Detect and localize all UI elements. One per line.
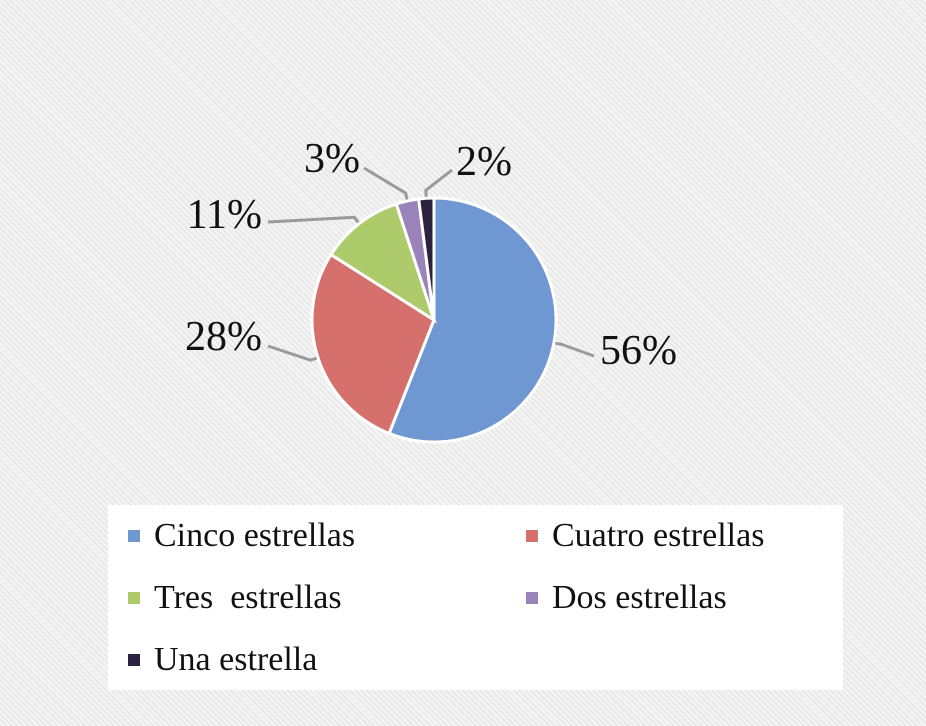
- legend-item-dos: Dos estrellas: [526, 579, 727, 617]
- pie-slice-cuatro: [310, 252, 436, 436]
- data-label-dos: 3%: [304, 136, 360, 182]
- legend-swatch: [526, 530, 538, 542]
- legend-label: Tres estrellas: [154, 579, 342, 616]
- leader-line-tres: [267, 215, 361, 225]
- legend-item-cinco: Cinco estrellas: [128, 517, 355, 555]
- legend-swatch: [128, 654, 140, 666]
- legend-swatch: [526, 592, 538, 604]
- data-label-cuatro: 28%: [185, 314, 262, 360]
- chart-legend: Cinco estrellas Cuatro estrellas Tres es…: [108, 505, 843, 690]
- data-label-cinco: 56%: [600, 328, 677, 374]
- leader-line-dos: [363, 166, 409, 202]
- leader-line-una: [424, 168, 453, 199]
- pie-slice-cinco: [387, 196, 558, 444]
- data-label-una: 2%: [456, 139, 512, 185]
- data-label-tres: 11%: [187, 192, 262, 238]
- legend-label: Dos estrellas: [552, 579, 727, 616]
- legend-label: Cuatro estrellas: [552, 517, 765, 554]
- legend-label: Cinco estrellas: [154, 517, 356, 554]
- pie-slice-una: [417, 196, 436, 321]
- legend-swatch: [128, 592, 140, 604]
- legend-item-una: Una estrella: [128, 641, 317, 679]
- leader-line-cinco: [553, 341, 595, 358]
- legend-item-cuatro: Cuatro estrellas: [526, 517, 764, 555]
- legend-item-tres: Tres estrellas: [128, 579, 342, 617]
- leader-line-cuatro: [267, 344, 319, 362]
- pie-slice-tres: [328, 202, 437, 324]
- legend-label: Una estrella: [154, 641, 318, 678]
- legend-swatch: [128, 530, 140, 542]
